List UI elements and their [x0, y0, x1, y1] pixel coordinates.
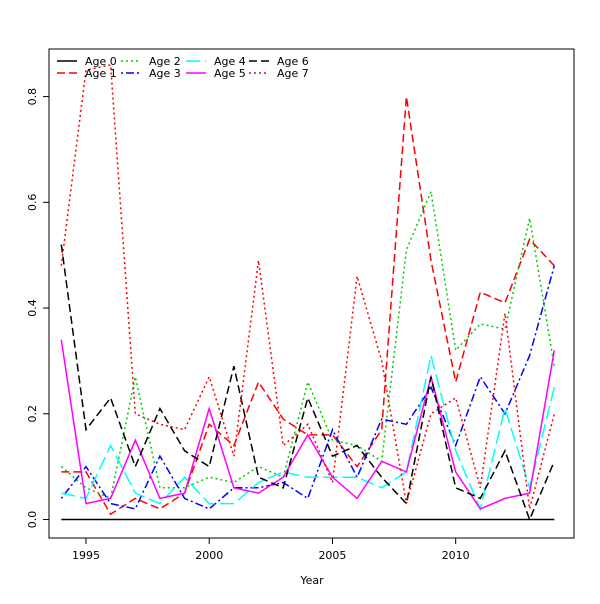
x-tick-label: 2000	[195, 549, 223, 562]
series-line-age-3	[60, 265, 556, 510]
series-layer	[60, 63, 556, 522]
x-tick-label: 2005	[318, 549, 346, 562]
legend-label: Age 6	[277, 55, 309, 68]
series-line-age-2	[60, 188, 556, 500]
series-line-age-7	[60, 63, 556, 510]
plot-frame	[48, 48, 575, 539]
y-tick-label: 0.2	[26, 405, 39, 423]
y-tick-label: 0.4	[26, 299, 39, 317]
y-tick-label: 0.0	[26, 511, 39, 529]
series-line-age-4	[61, 355, 556, 512]
legend-label: Age 0	[85, 55, 117, 68]
x-tick-label: 2010	[442, 549, 470, 562]
legend-label: Age 3	[149, 67, 181, 80]
y-tick-label: 0.6	[26, 194, 39, 212]
legend-label: Age 2	[149, 55, 181, 68]
legend-label: Age 5	[214, 67, 246, 80]
axes-layer: 1995 2000 2005 2010 0.0 0.2 0.4 0.6 0.8	[26, 88, 470, 562]
x-axis-label: Year	[299, 574, 324, 587]
series-line-age-1	[61, 96, 555, 516]
series-line-age-6	[60, 244, 555, 522]
x-tick-label: 1995	[72, 549, 100, 562]
legend-label: Age 4	[214, 55, 246, 68]
legend-label: Age 1	[85, 67, 117, 80]
series-line-age-5	[60, 339, 556, 510]
y-tick-label: 0.8	[26, 88, 39, 106]
legend-label: Age 7	[277, 67, 309, 80]
